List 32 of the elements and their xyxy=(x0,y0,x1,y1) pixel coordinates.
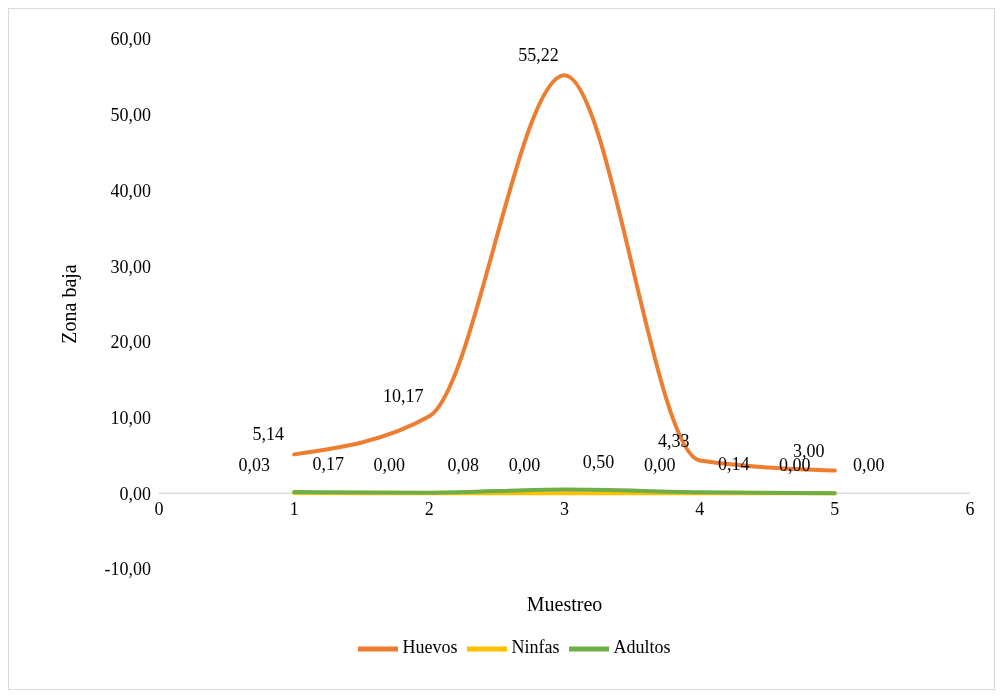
x-tick-label: 3 xyxy=(560,499,569,520)
x-axis-title: Muestreo xyxy=(526,593,603,615)
y-tick-label: 40,00 xyxy=(110,180,151,201)
data-label: 55,22 xyxy=(518,45,559,66)
x-tick-label: 0 xyxy=(154,499,164,520)
y-tick-label: -10,00 xyxy=(104,559,151,580)
data-label: 0,00 xyxy=(643,455,676,476)
data-label: 0,03 xyxy=(238,455,270,476)
x-tick-label: 5 xyxy=(830,499,840,520)
x-tick-label: 6 xyxy=(965,499,975,520)
data-label: 0,08 xyxy=(447,454,480,475)
data-label: 0,50 xyxy=(582,451,615,472)
y-axis-title: Zona baja xyxy=(58,264,82,344)
data-label: 0,17 xyxy=(312,454,344,474)
data-label: 10,17 xyxy=(383,386,424,407)
y-tick-label: 60,00 xyxy=(110,29,151,50)
x-tick-label: 2 xyxy=(424,499,434,520)
data-label: 0,00 xyxy=(508,455,541,476)
x-tick-label: 4 xyxy=(695,499,705,520)
legend-label: Ninfas xyxy=(511,637,560,658)
y-tick-label: 30,00 xyxy=(110,256,151,277)
data-label: 5,14 xyxy=(252,424,284,445)
y-tick-label: 0,00 xyxy=(119,483,151,504)
y-tick-label: 10,00 xyxy=(110,407,151,428)
y-tick-label: 20,00 xyxy=(110,332,151,353)
legend-label: Huevos xyxy=(402,637,458,658)
line-series xyxy=(292,73,837,473)
data-label: 0,00 xyxy=(373,455,406,476)
data-label: 0,00 xyxy=(853,455,885,476)
x-tick-label: 1 xyxy=(289,499,299,520)
y-tick-label: 50,00 xyxy=(110,105,151,126)
legend-label: Adultos xyxy=(613,637,671,658)
